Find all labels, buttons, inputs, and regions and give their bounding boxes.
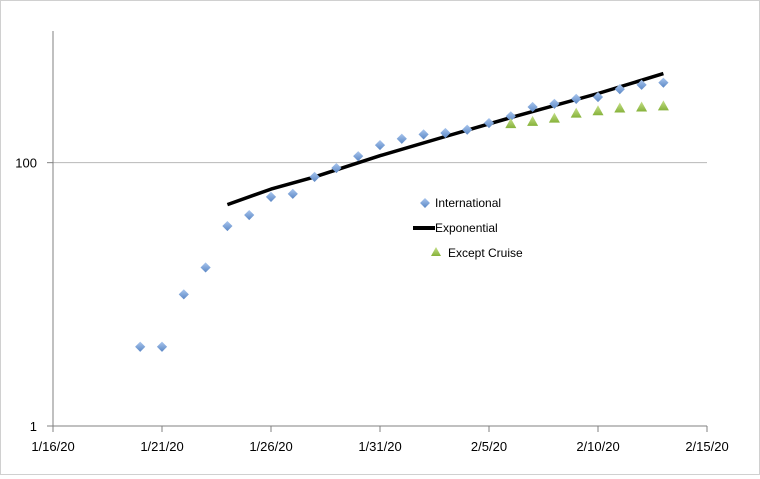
x-tick-label: 1/16/20: [31, 439, 74, 454]
except-cruise-point: [592, 105, 604, 116]
international-point: [462, 124, 473, 135]
legend-item-except-cruise: Except Cruise: [431, 246, 523, 260]
international-point: [571, 93, 582, 104]
except-cruise-point: [505, 118, 517, 129]
international-point: [156, 341, 168, 352]
international-point: [374, 139, 386, 151]
x-tick-label: 1/21/20: [140, 439, 183, 454]
y-tick-label: 1: [30, 419, 37, 434]
international-point: [178, 289, 189, 300]
x-tick-label: 1/31/20: [358, 439, 401, 454]
legend-label-exponential: Exponential: [435, 221, 498, 235]
series-layer: [135, 71, 669, 352]
y-tick-labels: 1 100: [15, 156, 53, 434]
legend-marker-triangle: [431, 247, 441, 256]
x-tick-label: 2/15/20: [685, 439, 728, 454]
international-point: [505, 111, 516, 122]
legend-item-exponential: Exponential: [413, 221, 498, 235]
exponential-line: [226, 71, 664, 207]
international-point: [287, 188, 298, 199]
except-cruise-point: [657, 100, 669, 111]
international-point: [549, 98, 560, 109]
x-tick-label: 2/10/20: [576, 439, 619, 454]
except-cruise-point: [636, 101, 648, 112]
legend-label-international: International: [435, 196, 501, 210]
international-point: [353, 151, 364, 162]
international-point: [658, 77, 669, 88]
x-tick-label: 2/5/20: [471, 439, 507, 454]
international-point: [222, 220, 233, 232]
international-point: [309, 171, 320, 182]
except-cruise-point: [614, 102, 626, 113]
except-cruise-point: [527, 115, 539, 126]
legend-label-except-cruise: Except Cruise: [448, 246, 523, 260]
except-cruise-point: [570, 107, 582, 118]
y-tick-label: 100: [15, 156, 37, 171]
international-point: [265, 191, 277, 202]
international-point: [135, 341, 146, 352]
international-point: [418, 129, 429, 140]
international-point: [244, 209, 255, 221]
x-tick-label: 1/26/20: [249, 439, 292, 454]
international-point: [396, 133, 407, 144]
except-cruise-point: [548, 112, 560, 123]
legend-marker-diamond: [420, 198, 430, 208]
legend-item-international: International: [420, 196, 501, 210]
x-tick-labels: 1/16/20 1/21/20 1/26/20 1/31/20 2/5/20 2/10/2…: [31, 426, 729, 454]
legend: International Exponential Except Cruise: [413, 188, 529, 265]
international-point: [200, 262, 211, 273]
